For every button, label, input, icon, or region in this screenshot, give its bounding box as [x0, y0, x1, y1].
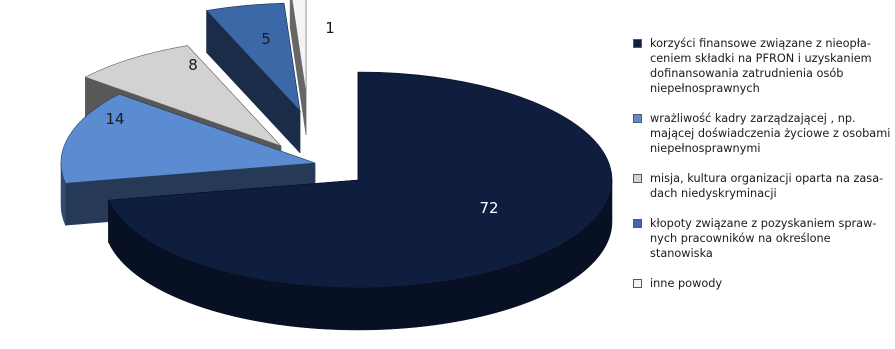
slice-top	[291, 0, 307, 94]
legend-item: misja, kultura organizacji oparta na zas…	[633, 171, 895, 201]
legend-label-line: mającej doświadczenia życiowe z osobami	[650, 127, 891, 140]
legend-label-line: korzyści finansowe związane z nieopła-	[650, 37, 871, 50]
legend-item: kłopoty związane z pozyskaniem spraw-nyc…	[633, 216, 895, 261]
legend-item: wrażliwość kadry zarządzającej , np. mają…	[633, 111, 895, 156]
pie-slice	[289, 0, 307, 136]
slice-top	[205, 2, 301, 112]
slice-top	[108, 71, 613, 289]
legend-label-line: kłopoty związane z pozyskaniem spraw-	[650, 217, 877, 230]
legend-label-line: dach niedyskryminacji	[650, 187, 777, 200]
pie-chart: 72 14 8 5 1	[60, 0, 613, 331]
legend-label-line: dofinansowania zatrudnienia osób	[650, 67, 844, 80]
legend-swatch	[633, 219, 642, 228]
legend-swatch	[633, 174, 642, 183]
legend: korzyści finansowe związane z nieopła-ce…	[633, 36, 895, 306]
slice-value-label: 72	[479, 199, 498, 217]
legend-swatch	[633, 114, 642, 123]
legend-label-line: niepełnosprawnymi	[650, 142, 761, 155]
pie-slice	[108, 71, 613, 331]
legend-label-line: inne powody	[650, 277, 723, 290]
slice-value-label: 1	[325, 19, 335, 37]
legend-label-line: nych pracowników na określone stanowiska	[650, 232, 831, 260]
legend-label-line: misja, kultura organizacji oparta na zas…	[650, 172, 884, 185]
slice-value-label: 5	[261, 30, 271, 48]
slice-value-label: 14	[105, 110, 124, 128]
legend-swatch	[633, 279, 642, 288]
slice-top	[60, 93, 316, 184]
slice-top	[84, 45, 282, 147]
slice-value-label: 8	[188, 56, 198, 74]
legend-item: korzyści finansowe związane z nieopła-ce…	[633, 36, 895, 96]
legend-label-line: niepełnosprawnych	[650, 82, 760, 95]
legend-label-line: wrażliwość kadry zarządzającej , np.	[650, 112, 856, 125]
legend-swatch	[633, 39, 642, 48]
pie-slice	[205, 2, 301, 154]
legend-item: inne powody	[633, 276, 895, 291]
legend-label-line: ceniem składki na PFRON i uzyskaniem	[650, 52, 872, 65]
